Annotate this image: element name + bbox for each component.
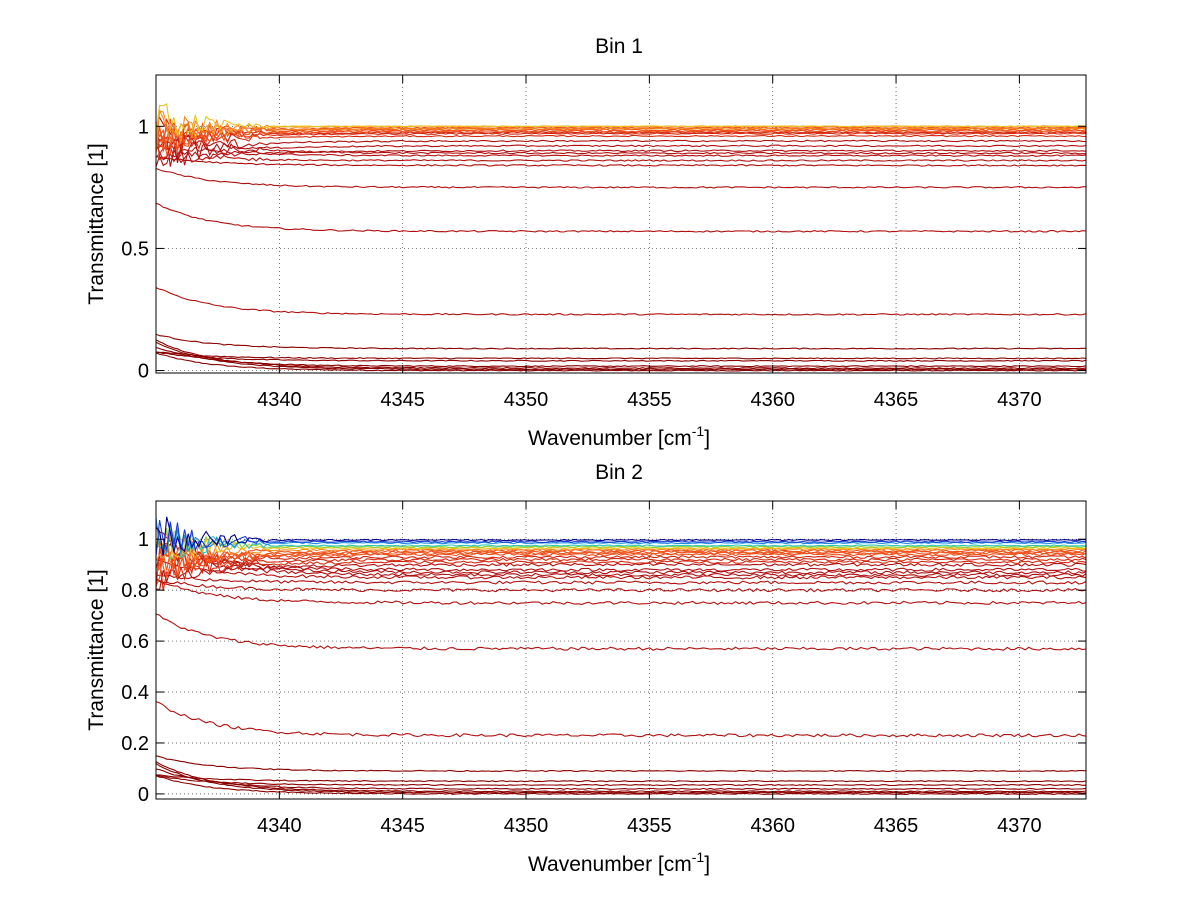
series-line	[156, 543, 1086, 588]
series-line	[156, 533, 1086, 563]
series-line	[156, 109, 1086, 154]
y-axis-label: Transmittance [1]	[85, 143, 108, 304]
y-tick-label: 0.6	[121, 631, 149, 653]
series-line	[156, 774, 1086, 783]
x-tick-label: 4365	[874, 389, 919, 411]
series-line	[156, 122, 1086, 149]
series-line	[156, 524, 1086, 559]
axes-frame	[155, 74, 1087, 374]
series-line	[156, 202, 1086, 233]
series-line	[156, 533, 1086, 558]
y-tick-label: 0.4	[121, 682, 149, 704]
series-line	[156, 547, 1086, 588]
series-line	[156, 346, 1086, 368]
chart-title: Bin 1	[595, 35, 643, 58]
series-line	[156, 574, 1086, 585]
series-line	[156, 701, 1086, 738]
series-line	[156, 559, 1086, 580]
series-line	[156, 544, 1086, 577]
series-line	[156, 117, 1086, 149]
x-tick-label: 4355	[627, 389, 672, 411]
series-line	[156, 149, 1086, 167]
series-line	[156, 155, 1086, 167]
series-line	[156, 287, 1086, 316]
series-line	[156, 135, 1086, 167]
chart-title: Bin 2	[595, 461, 643, 484]
series-line	[156, 539, 1086, 579]
y-tick-label: 1	[138, 116, 149, 138]
x-tick-label: 4340	[257, 815, 302, 837]
y-tick-label: 0.8	[121, 580, 149, 602]
x-tick-label: 4360	[750, 815, 795, 837]
plot-panel-1: 4340 4345 4350 4355 4360 4365 4370 0 0.5 1 Bin 1 Wa…	[85, 35, 1087, 450]
series-line	[156, 520, 1086, 557]
x-tick-label: 4345	[380, 389, 425, 411]
series-line	[156, 755, 1086, 773]
x-tick-label: 4370	[997, 389, 1042, 411]
x-tick-label: 4370	[997, 815, 1042, 837]
series-line	[156, 775, 1086, 787]
x-tick-label: 4350	[504, 815, 549, 837]
series-line	[156, 167, 1086, 189]
series-line	[156, 540, 1086, 577]
series-line	[156, 341, 1086, 371]
series-line	[156, 136, 1086, 157]
series-line	[156, 103, 1086, 136]
series-line	[156, 351, 1086, 360]
series-line	[156, 539, 1086, 572]
y-tick-label: 0.5	[121, 238, 149, 260]
x-tick-label: 4350	[504, 389, 549, 411]
x-axis-label: Wavenumber [cm-1]	[528, 849, 710, 876]
x-tick-label: 4345	[380, 815, 425, 837]
series-line	[156, 352, 1086, 372]
series-line	[156, 121, 1086, 158]
series-line	[156, 553, 1086, 592]
series-line	[156, 613, 1086, 651]
series-line	[156, 144, 1086, 162]
series-line	[156, 544, 1086, 578]
x-tick-label: 4340	[257, 389, 302, 411]
x-tick-label: 4365	[874, 815, 919, 837]
series-line	[156, 768, 1086, 790]
series-line	[156, 351, 1086, 362]
series-line	[156, 517, 1086, 554]
series-line	[156, 577, 1086, 593]
y-tick-label: 0	[138, 361, 149, 383]
series-line	[156, 123, 1086, 161]
series-line	[156, 116, 1086, 155]
series-lines	[156, 516, 1086, 795]
series-line	[156, 126, 1086, 155]
series-line	[156, 562, 1086, 591]
series-line	[156, 526, 1086, 575]
series-line	[156, 528, 1086, 561]
y-tick-label: 0	[138, 784, 149, 806]
series-line	[156, 133, 1086, 166]
x-tick-label: 4355	[627, 815, 672, 837]
series-line	[156, 775, 1086, 795]
axes-frame	[155, 500, 1087, 800]
series-line	[156, 579, 1086, 606]
x-tick-label: 4360	[750, 389, 795, 411]
series-line	[156, 761, 1086, 793]
y-tick-label: 0.2	[121, 733, 149, 755]
series-lines	[156, 103, 1086, 372]
series-line	[156, 333, 1086, 350]
series-line	[156, 339, 1086, 370]
x-axis-label: Wavenumber [cm-1]	[528, 423, 710, 450]
plot-panel-2: 4340 4345 4350 4355 4360 4365 4370 0 0.2 0.4 0.6 0.…	[85, 461, 1087, 876]
series-line	[156, 763, 1086, 794]
series-line	[156, 516, 1086, 556]
y-axis-label: Transmittance [1]	[85, 569, 108, 730]
y-tick-label: 1	[138, 529, 149, 551]
grid-lines	[156, 75, 1086, 373]
